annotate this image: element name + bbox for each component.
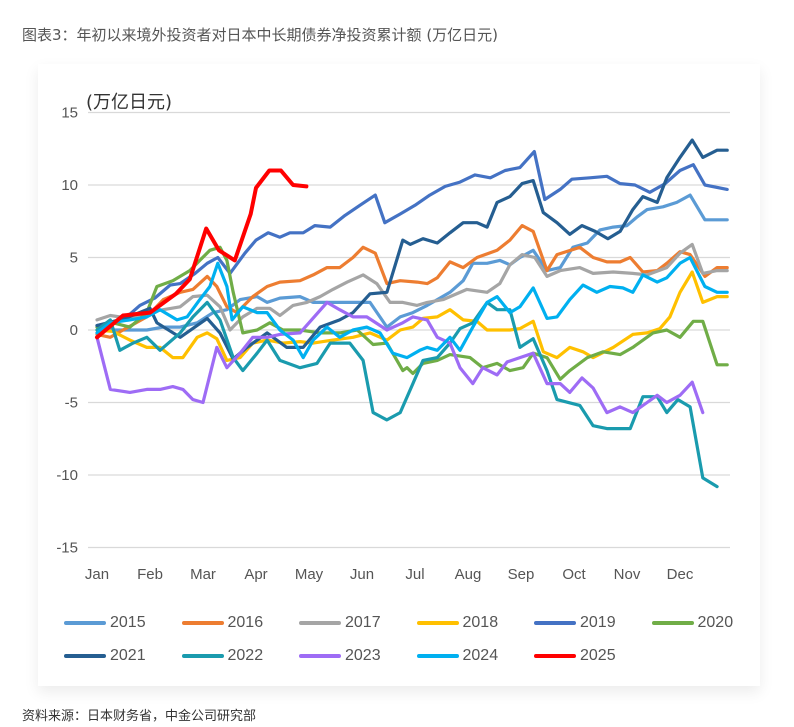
- series-line-2017: [95, 242, 729, 332]
- legend-item-2020: 2020: [651, 614, 770, 632]
- figure-title: 图表3：年初以来境外投资者对日本中长期债券净投资累计额 (万亿日元): [22, 26, 499, 44]
- legend-swatch: [64, 621, 106, 625]
- x-tick-label: Jun: [350, 566, 374, 583]
- legend-swatch: [534, 621, 576, 625]
- x-tick-label: Sep: [508, 566, 535, 583]
- y-tick-label: -15: [56, 540, 78, 557]
- x-tick-label: Dec: [667, 566, 694, 583]
- series-line-2025: [95, 168, 309, 340]
- x-tick-label: Jul: [405, 566, 424, 583]
- series-line-2019: [95, 150, 729, 328]
- legend-swatch: [651, 621, 694, 625]
- legend-swatch: [64, 654, 106, 658]
- legend-item-2025: 2025: [534, 647, 652, 665]
- legend-item-2017: 2017: [299, 614, 417, 632]
- legend-row-1: 2015 2016 2017 2018 2019 2020: [64, 614, 769, 632]
- x-tick-label: Nov: [614, 566, 641, 583]
- legend-item-2021: 2021: [64, 647, 182, 665]
- legend-label: 2016: [227, 614, 264, 631]
- legend-swatch: [181, 654, 224, 658]
- legend-item-2023: 2023: [299, 647, 417, 665]
- x-tick-label: Apr: [244, 566, 267, 583]
- y-tick-label: 0: [70, 322, 78, 339]
- legend-label: 2024: [462, 647, 499, 664]
- y-tick-label: -10: [56, 467, 78, 484]
- legend-item-2018: 2018: [416, 614, 535, 632]
- legend-swatch: [299, 654, 341, 658]
- legend-label: 2023: [345, 647, 381, 664]
- legend-swatch: [181, 621, 224, 625]
- x-tick-label: Oct: [562, 566, 586, 583]
- y-tick-label: 15: [61, 105, 78, 122]
- legend-swatch: [416, 654, 459, 658]
- legend-label: 2020: [697, 614, 734, 631]
- chart-card: [38, 64, 760, 686]
- series-line-2020: [95, 245, 729, 381]
- legend-item-2015: 2015: [64, 614, 182, 632]
- legend-label: 2019: [580, 614, 616, 631]
- series-line-2023: [95, 300, 705, 415]
- series-line-2022: [95, 300, 719, 489]
- x-tick-label: Jan: [85, 566, 109, 583]
- legend-label: 2025: [580, 647, 616, 664]
- legend-label: 2015: [110, 614, 146, 631]
- x-tick-label: Mar: [190, 566, 216, 583]
- legend-label: 2017: [345, 614, 381, 631]
- legend-row-2: 2021 2022 2023 2024 2025: [64, 647, 652, 665]
- legend-item-2024: 2024: [416, 647, 535, 665]
- x-tick-label: Feb: [137, 566, 163, 583]
- series-line-2016: [95, 224, 729, 339]
- series-line-2024: [95, 255, 729, 360]
- y-axis-unit-label: (万亿日元): [86, 92, 173, 113]
- legend-swatch: [299, 621, 341, 625]
- legend-label: 2022: [227, 647, 264, 664]
- y-tick-label: 5: [70, 250, 78, 267]
- legend-swatch: [534, 654, 576, 658]
- legend-swatch: [416, 621, 459, 625]
- y-tick-label: -5: [65, 395, 78, 412]
- source-note: 资料来源：日本财务省，中金公司研究部: [22, 709, 257, 724]
- legend-item-2016: 2016: [181, 614, 300, 632]
- legend-item-2022: 2022: [181, 647, 300, 665]
- x-tick-label: Aug: [455, 566, 482, 583]
- x-tick-label: May: [295, 566, 324, 583]
- legend-label: 2018: [462, 614, 499, 631]
- y-tick-label: 10: [61, 177, 78, 194]
- legend-item-2019: 2019: [534, 614, 652, 632]
- legend-label: 2021: [110, 647, 146, 664]
